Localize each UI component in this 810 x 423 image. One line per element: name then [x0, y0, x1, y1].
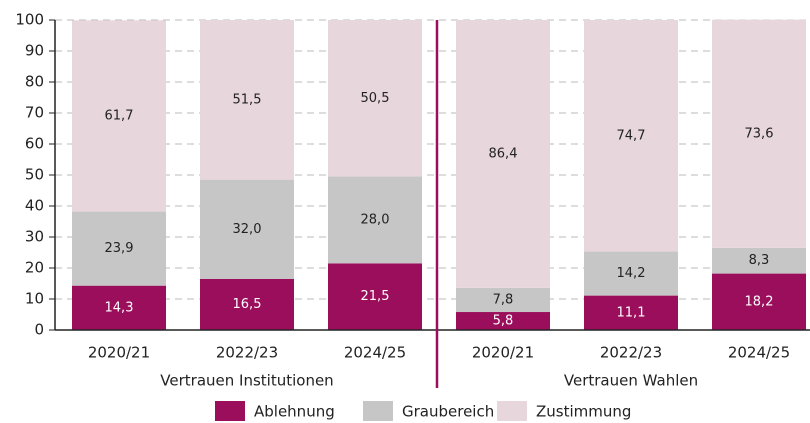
bar-segment [72, 285, 166, 330]
value-label: 7,8 [493, 292, 514, 307]
y-tick-label: 100 [15, 11, 44, 29]
bar-segment [712, 19, 806, 248]
legend-label: Ablehnung [254, 403, 335, 421]
y-tick-label: 50 [25, 166, 44, 184]
value-label: 74,7 [617, 128, 646, 143]
bar-segment [456, 312, 550, 330]
value-label: 51,5 [233, 92, 262, 107]
bar-segment [72, 20, 166, 212]
x-tick-label: 2024/25 [344, 344, 406, 362]
bar-segment [712, 247, 806, 274]
y-tick-label: 40 [25, 197, 44, 215]
bar-segment [584, 295, 678, 330]
group-label: Vertrauen Wahlen [564, 372, 698, 390]
value-label: 11,1 [617, 305, 646, 320]
x-tick-label: 2022/23 [600, 344, 662, 362]
y-tick-label: 60 [25, 135, 44, 153]
bar-segment [584, 20, 678, 252]
bar-segment [200, 278, 294, 330]
value-label: 86,4 [489, 146, 518, 161]
bar-segment [200, 179, 294, 279]
y-tick-label: 90 [25, 42, 44, 60]
legend-swatch [215, 401, 245, 421]
value-label: 18,2 [745, 294, 774, 309]
legend-label: Graubereich [402, 403, 494, 421]
value-label: 14,2 [617, 266, 646, 281]
value-label: 28,0 [361, 212, 390, 227]
bar-segment [328, 20, 422, 177]
group-label: Vertrauen Institutionen [160, 372, 333, 390]
value-label: 32,0 [233, 222, 262, 237]
value-label: 73,6 [745, 126, 774, 141]
bar-segment [456, 287, 550, 313]
value-label: 14,3 [105, 300, 134, 315]
x-tick-label: 2024/25 [728, 344, 790, 362]
y-tick-label: 0 [34, 321, 44, 339]
value-label: 23,9 [105, 241, 134, 256]
legend-swatch [497, 401, 527, 421]
bar-segment [328, 263, 422, 330]
bar-segment [584, 251, 678, 296]
x-tick-label: 2020/21 [472, 344, 534, 362]
legend-swatch [363, 401, 393, 421]
bar-segment [72, 211, 166, 286]
y-tick-label: 20 [25, 259, 44, 277]
bar-segment [456, 20, 550, 288]
y-tick-label: 70 [25, 104, 44, 122]
value-label: 50,5 [361, 91, 390, 106]
x-tick-label: 2022/23 [216, 344, 278, 362]
bar-segment [712, 273, 806, 330]
x-tick-label: 2020/21 [88, 344, 150, 362]
value-label: 5,8 [493, 314, 514, 329]
legend-label: Zustimmung [536, 403, 631, 421]
value-label: 61,7 [105, 108, 134, 123]
y-tick-label: 10 [25, 290, 44, 308]
value-label: 16,5 [233, 297, 262, 312]
y-tick-label: 30 [25, 228, 44, 246]
y-tick-label: 80 [25, 73, 44, 91]
bar-segment [328, 176, 422, 264]
value-label: 21,5 [361, 289, 390, 304]
bar-segment [200, 20, 294, 180]
value-label: 8,3 [749, 253, 770, 268]
